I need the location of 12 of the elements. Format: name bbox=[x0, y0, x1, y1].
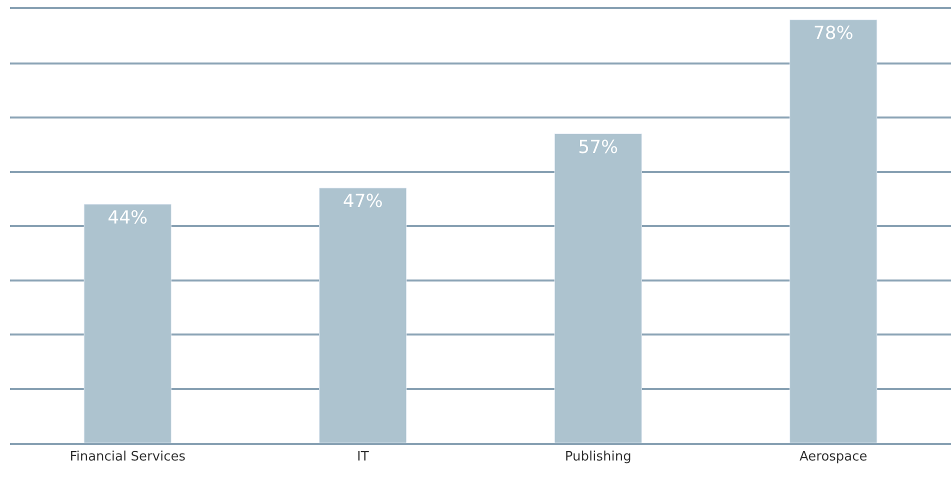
x-tick-label: Aerospace bbox=[799, 450, 868, 465]
data-label: 44% bbox=[108, 207, 148, 228]
x-tick-label: Financial Services bbox=[70, 450, 186, 465]
bar bbox=[319, 188, 407, 443]
bar bbox=[554, 134, 642, 443]
data-label: 78% bbox=[813, 22, 854, 44]
x-tick-label: IT bbox=[356, 450, 369, 465]
bar bbox=[84, 204, 172, 443]
data-label: 47% bbox=[342, 191, 383, 212]
x-tick-label: Publishing bbox=[564, 450, 632, 465]
bar bbox=[790, 20, 878, 443]
data-label: 57% bbox=[578, 136, 618, 158]
